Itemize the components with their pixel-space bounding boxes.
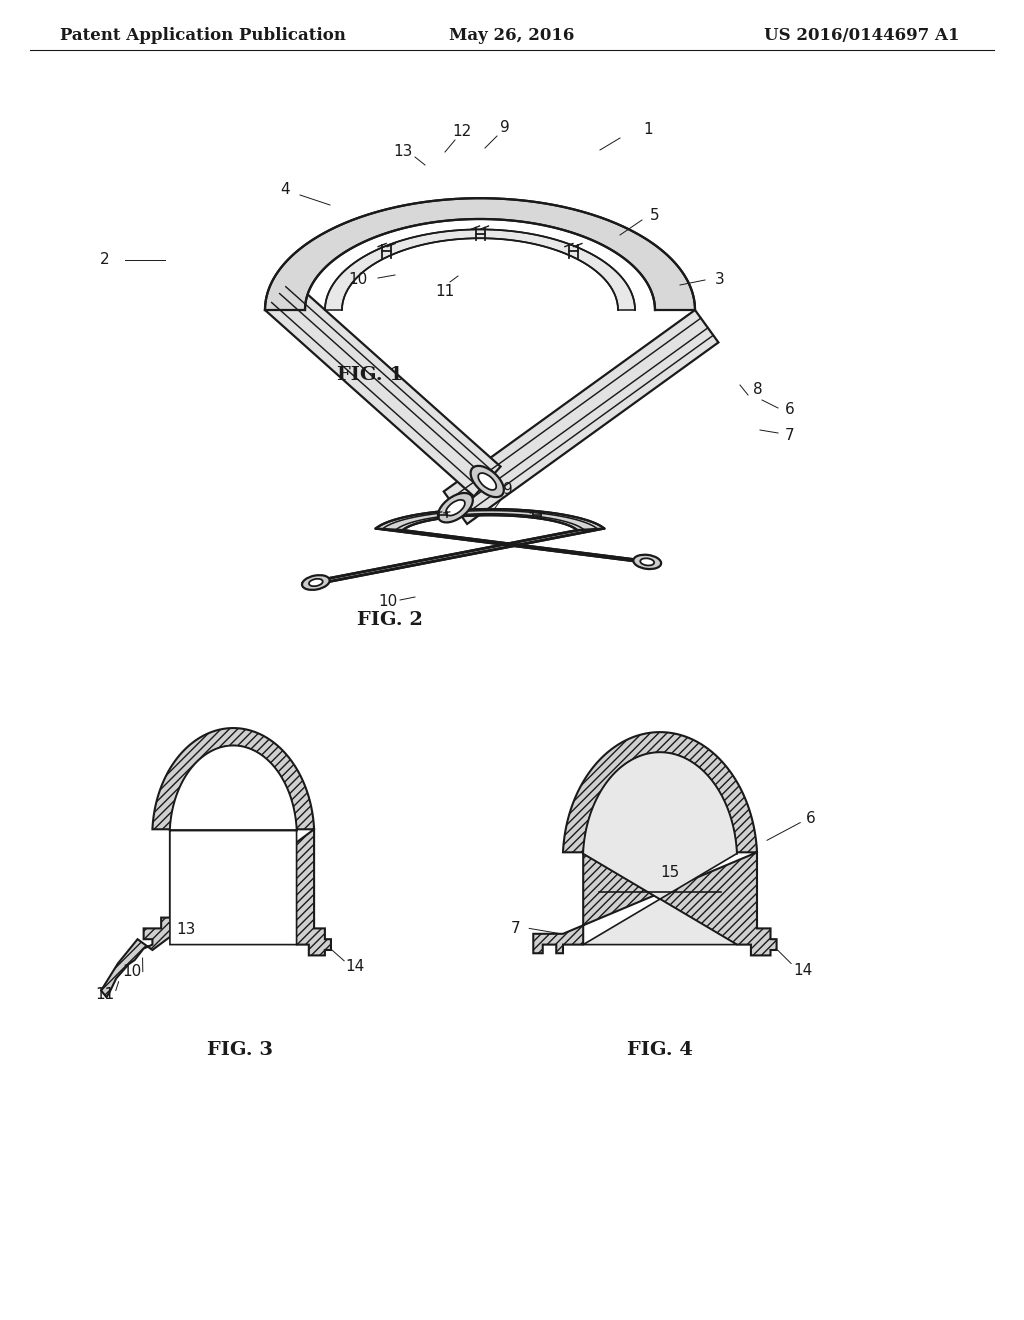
Text: 6: 6 xyxy=(806,810,816,826)
Polygon shape xyxy=(325,230,635,310)
Ellipse shape xyxy=(640,558,654,565)
Ellipse shape xyxy=(438,492,473,523)
Ellipse shape xyxy=(471,466,504,498)
Text: 9: 9 xyxy=(500,120,510,136)
Text: 13: 13 xyxy=(393,144,413,160)
Text: 10: 10 xyxy=(348,272,368,288)
Text: 7: 7 xyxy=(511,921,520,936)
Ellipse shape xyxy=(478,473,497,490)
Polygon shape xyxy=(584,752,737,945)
Text: US 2016/0144697 A1: US 2016/0144697 A1 xyxy=(765,26,961,44)
Text: 1: 1 xyxy=(643,123,653,137)
Polygon shape xyxy=(534,733,776,956)
Text: 2: 2 xyxy=(100,252,110,268)
Text: 11: 11 xyxy=(435,285,455,300)
Polygon shape xyxy=(302,528,604,583)
Text: 4: 4 xyxy=(281,182,290,198)
Text: 7: 7 xyxy=(785,428,795,442)
Polygon shape xyxy=(265,198,695,310)
Ellipse shape xyxy=(633,554,662,569)
Text: FIG. 3: FIG. 3 xyxy=(207,1041,273,1059)
Text: May 26, 2016: May 26, 2016 xyxy=(450,26,574,44)
Text: 5: 5 xyxy=(650,207,659,223)
Text: Patent Application Publication: Patent Application Publication xyxy=(60,26,346,44)
Text: 15: 15 xyxy=(660,865,680,880)
Polygon shape xyxy=(376,510,604,531)
Polygon shape xyxy=(265,280,501,496)
Ellipse shape xyxy=(302,576,330,590)
Text: 14: 14 xyxy=(794,962,813,978)
Polygon shape xyxy=(170,746,297,945)
Text: 10: 10 xyxy=(123,964,141,979)
Text: 10: 10 xyxy=(379,594,397,610)
Text: 8: 8 xyxy=(754,383,763,397)
Text: 9: 9 xyxy=(503,483,513,498)
Text: FIG. 1: FIG. 1 xyxy=(337,366,403,384)
Text: FIG. 2: FIG. 2 xyxy=(357,611,423,630)
Text: 13: 13 xyxy=(176,923,196,937)
Ellipse shape xyxy=(445,500,465,516)
Text: 12: 12 xyxy=(453,124,472,140)
Text: FIG. 4: FIG. 4 xyxy=(627,1041,693,1059)
Text: 6: 6 xyxy=(785,403,795,417)
Text: 3: 3 xyxy=(715,272,725,288)
Polygon shape xyxy=(101,729,331,997)
Text: 14: 14 xyxy=(345,958,365,974)
Ellipse shape xyxy=(309,579,323,586)
Polygon shape xyxy=(443,310,719,524)
Text: 11: 11 xyxy=(95,987,115,1002)
Polygon shape xyxy=(376,528,660,562)
